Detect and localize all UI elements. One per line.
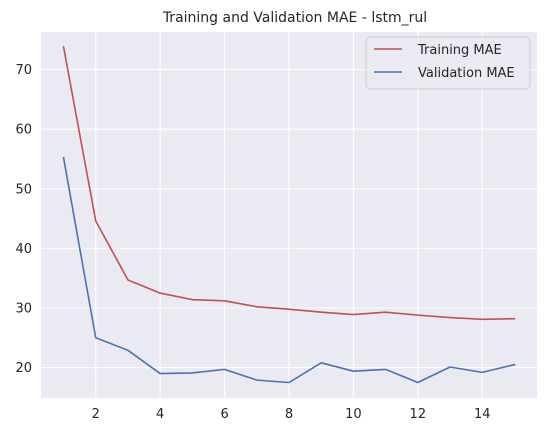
y-tick-label: 60 — [15, 123, 32, 138]
y-tick-label: 20 — [15, 361, 32, 376]
legend: Training MAE Validation MAE — [365, 36, 531, 90]
y-tick-label: 30 — [15, 301, 32, 316]
legend-box — [365, 36, 531, 90]
x-tick-label: 6 — [220, 407, 228, 422]
legend-label-training: Training MAE — [417, 43, 502, 58]
y-axis-ticks: 20 30 40 50 60 70 — [15, 63, 32, 376]
x-tick-label: 8 — [285, 407, 293, 422]
series-lines — [62, 45, 516, 384]
y-tick-label: 70 — [15, 63, 32, 78]
x-tick-label: 2 — [92, 407, 100, 422]
legend-label-validation: Validation MAE — [418, 66, 515, 81]
y-tick-label: 50 — [15, 182, 32, 197]
y-tick-label: 40 — [15, 242, 32, 257]
x-tick-label: 10 — [345, 407, 362, 422]
x-tick-label: 4 — [156, 407, 164, 422]
x-tick-label: 12 — [410, 407, 427, 422]
chart-title: Training and Validation MAE - lstm_rul — [162, 10, 427, 26]
x-tick-label: 14 — [474, 407, 491, 422]
x-axis-ticks: 2 4 6 8 10 12 14 — [92, 407, 491, 422]
